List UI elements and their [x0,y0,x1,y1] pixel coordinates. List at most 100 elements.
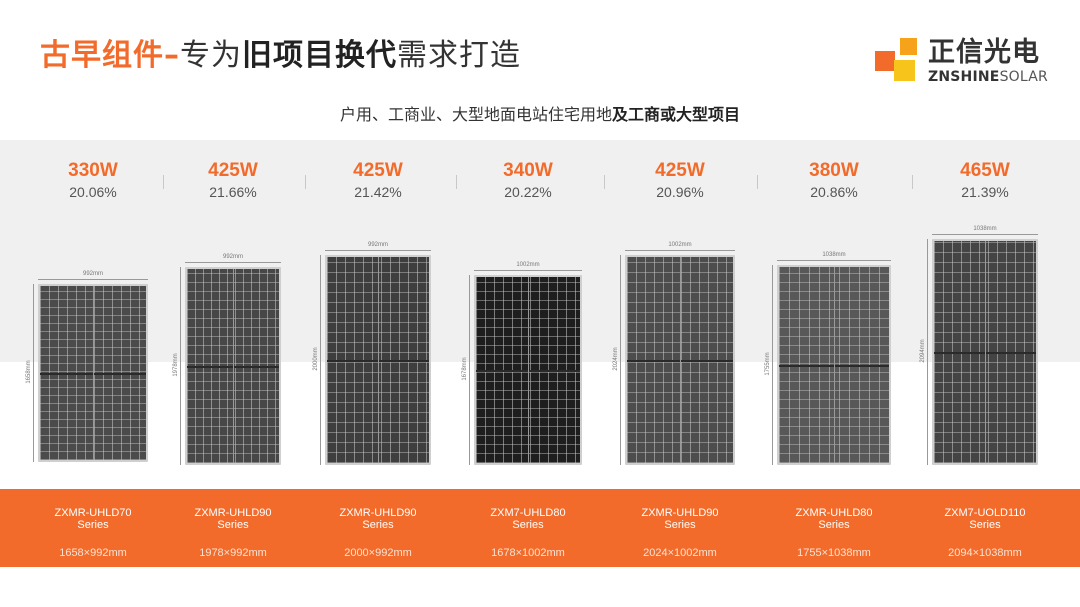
panel-height-line [33,284,34,462]
panel-width-line [38,279,148,280]
model-series: Series [217,519,249,531]
efficiency-rating: 20.96% [656,184,704,200]
panel-width-line [474,270,582,271]
panel-width-label: 992mm [82,271,103,277]
solar-panel [325,255,431,465]
spec-block: 340W 20.22% [453,160,603,201]
logo-square-icon [875,51,895,71]
panel-width-line [185,262,281,263]
title-text: 专为 [180,38,242,73]
spec-block: 380W 20.86% [759,160,909,201]
efficiency-rating: 21.42% [354,184,402,200]
panel-center-line [233,269,234,463]
panel-width-line [625,250,735,251]
model-block: ZXMR-UHLD80 Series 1755×1038mm [759,507,909,560]
model-name: ZXMR-UHLD80 [795,507,873,519]
model-block: ZXM7-UOLD110 Series 2094×1038mm [910,507,1060,560]
panel-width-label: 1002mm [668,242,692,248]
efficiency-rating: 20.06% [69,184,117,200]
solar-panel [625,255,735,465]
panel-width-line [325,250,431,251]
panel-width-label: 1002mm [516,262,540,268]
spec-block: 465W 21.39% [910,160,1060,201]
power-rating: 380W [809,160,859,181]
page-title: 古早组件–专为旧项目换代需求打造 [40,36,521,76]
power-rating: 425W [655,160,705,181]
title-text-end: 需求打造 [397,38,521,73]
logo-chinese-name: 正信光电 [928,37,1040,68]
model-block: ZXMR-UHLD90 Series 2000×992mm [303,507,453,560]
spec-separator [757,175,758,189]
panel-height-line [469,275,470,465]
spec-separator [604,175,605,189]
spec-block: 425W 21.42% [303,160,453,201]
subtitle-normal: 户用、工商业、大型地面电站住宅用地 [339,105,612,124]
efficiency-rating: 21.39% [961,184,1009,200]
solar-panel [777,265,891,465]
logo-english-light: SOLAR [999,69,1048,85]
panel-width-label: 992mm [367,242,388,248]
logo-square-icon [894,60,915,81]
panel-center-line [680,257,681,463]
solar-panel [474,275,582,465]
model-block: ZXMR-UHLD90 Series 2024×1002mm [605,507,755,560]
efficiency-rating: 20.22% [504,184,552,200]
panel-width-line [777,260,891,261]
model-size: 1755×1038mm [797,547,871,559]
panel-center-line [985,241,986,463]
panel-center-line [93,286,94,460]
panel-height-label: 1978mm [173,353,179,377]
panel-center-line [834,267,835,463]
spec-separator [163,175,164,189]
model-series: Series [969,519,1001,531]
model-size: 1978×992mm [199,547,267,559]
model-size: 1658×992mm [59,547,127,559]
subtitle-bold: 及工商或大型项目 [612,105,741,124]
panel-width-label: 1038mm [973,226,997,232]
power-rating: 330W [68,160,118,181]
panel-height-line [180,267,181,465]
model-series: Series [362,519,394,531]
panel-height-label: 2024mm [613,347,619,371]
panel-height-label: 1678mm [462,357,468,381]
panel-height-line [772,265,773,465]
panel-center-line [378,257,379,463]
solar-panel [185,267,281,465]
model-name: ZXM7-UHLD80 [490,507,566,519]
logo-english-name: ZNSHINESOLAR [928,69,1048,85]
panel-height-label: 2000mm [313,347,319,371]
power-rating: 340W [503,160,553,181]
panel-width-label: 992mm [222,254,243,260]
spec-separator [305,175,306,189]
subtitle: 户用、工商业、大型地面电站住宅用地及工商或大型项目 [0,104,1080,126]
panel-width-line [932,234,1038,235]
model-series: Series [664,519,696,531]
spec-block: 425W 21.66% [158,160,308,201]
model-name: ZXMR-UHLD70 [54,507,132,519]
model-block: ZXM7-UHLD80 Series 1678×1002mm [453,507,603,560]
title-highlight: 古早组件 [40,38,164,73]
panel-height-label: 1658mm [26,360,32,384]
model-name: ZXM7-UOLD110 [944,507,1026,519]
model-series: Series [512,519,544,531]
power-rating: 425W [353,160,403,181]
panel-center-line [528,277,529,463]
logo-english-bold: ZNSHINE [928,69,1000,85]
model-name: ZXMR-UHLD90 [194,507,272,519]
spec-block: 425W 20.96% [605,160,755,201]
model-size: 2000×992mm [344,547,412,559]
panel-width-label: 1038mm [822,252,846,258]
panel-height-line [620,255,621,465]
spec-block: 330W 20.06% [18,160,168,201]
title-dash: – [164,38,180,73]
panel-height-label: 2094mm [920,339,926,363]
efficiency-rating: 20.86% [810,184,858,200]
model-name: ZXMR-UHLD90 [641,507,719,519]
model-block: ZXMR-UHLD90 Series 1978×992mm [158,507,308,560]
spec-separator [456,175,457,189]
efficiency-rating: 21.66% [209,184,257,200]
power-rating: 425W [208,160,258,181]
model-block: ZXMR-UHLD70 Series 1658×992mm [18,507,168,560]
power-rating: 465W [960,160,1010,181]
panel-height-line [927,239,928,465]
